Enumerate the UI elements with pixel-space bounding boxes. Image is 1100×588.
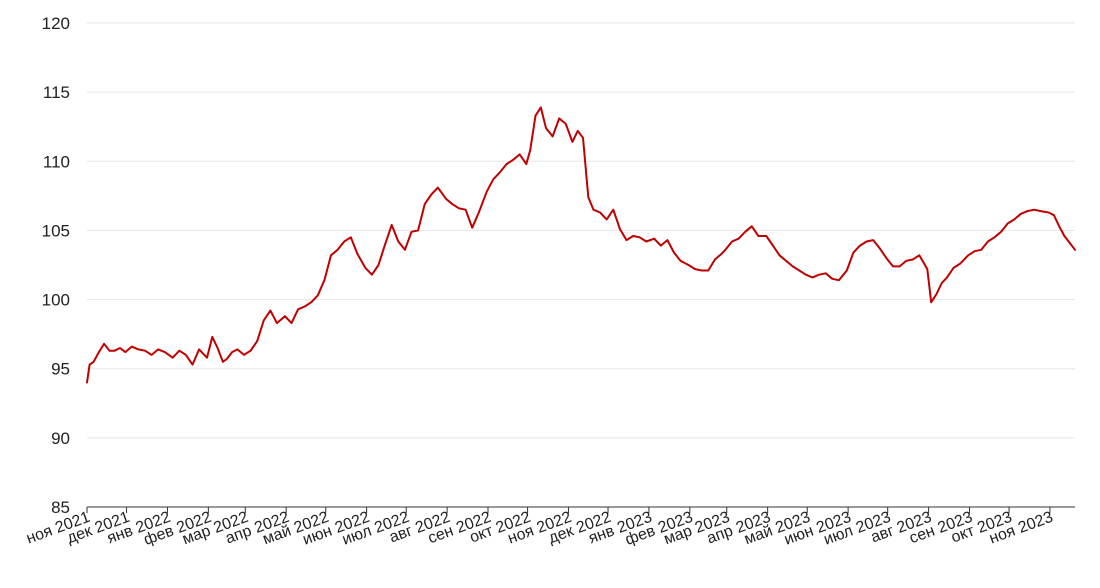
y-tick-label: 90 [51,429,70,448]
y-tick-label: 110 [43,152,70,171]
y-tick-label: 105 [42,221,70,240]
y-tick-label: 120 [42,14,70,33]
y-tick-label: 100 [42,291,70,310]
y-tick-label: 95 [51,360,70,379]
y-tick-label: 115 [43,83,70,102]
grid-lines [87,22,1075,439]
series-line [86,106,1076,384]
y-axis: 85 90 95 100 105 110 115 120 [42,14,70,517]
y-tick-label: 85 [51,498,70,517]
